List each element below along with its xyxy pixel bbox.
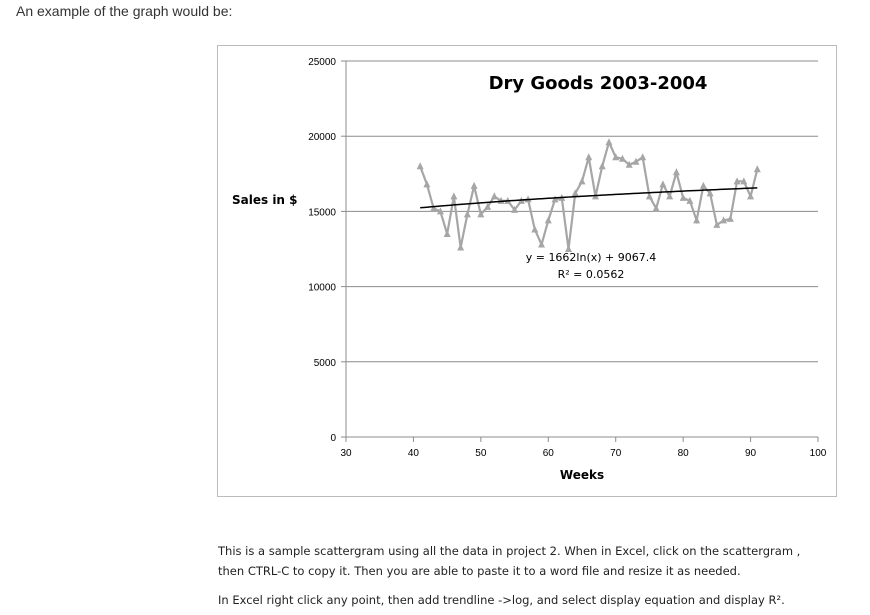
y-tick-label: 0 — [330, 433, 336, 444]
data-point — [605, 138, 613, 146]
data-point — [753, 165, 761, 173]
data-point — [578, 177, 586, 185]
data-point — [490, 192, 498, 200]
y-tick-label: 5000 — [314, 358, 337, 369]
data-point — [470, 181, 478, 189]
data-point — [571, 189, 579, 197]
x-axis-label: Weeks — [560, 468, 604, 482]
y-tick-label: 15000 — [308, 207, 336, 218]
data-point — [612, 153, 620, 161]
data-point — [457, 243, 465, 251]
x-tick-label: 70 — [610, 448, 622, 459]
data-point — [443, 229, 451, 237]
data-point — [544, 216, 552, 224]
data-point — [733, 177, 741, 185]
data-point — [659, 180, 667, 188]
x-tick-label: 50 — [475, 448, 487, 459]
data-point — [720, 216, 728, 224]
data-point — [726, 214, 734, 222]
data-point — [565, 245, 573, 252]
chart-svg: 0 5000 10000 15000 20000 25000 30 40 50 60 70 80 90 1… — [232, 57, 827, 482]
trendline-r2: R² = 0.0562 — [558, 268, 625, 281]
y-tick-label: 20000 — [308, 132, 336, 143]
data-point — [436, 207, 444, 215]
data-point — [538, 240, 546, 248]
chart[interactable]: 0 5000 10000 15000 20000 25000 30 40 50 60 70 80 90 1… — [217, 45, 837, 497]
data-point — [551, 195, 559, 203]
data-point — [740, 177, 748, 185]
data-point — [430, 204, 438, 212]
data-point — [598, 162, 606, 170]
chart-title: Dry Goods 2003-2004 — [489, 73, 708, 94]
note-line-1: This is a sample scattergram using all t… — [218, 544, 801, 558]
trendline — [420, 187, 758, 209]
data-point — [693, 216, 701, 224]
data-point — [699, 181, 707, 189]
data-point — [416, 162, 424, 170]
data-point — [625, 160, 633, 168]
data-point — [706, 189, 714, 197]
data-point — [666, 192, 674, 200]
note-line-2: then CTRL-C to copy it. Then you are abl… — [218, 564, 741, 578]
y-tick-label: 10000 — [308, 283, 336, 294]
data-point — [645, 192, 653, 200]
data-point — [484, 202, 492, 210]
data-point — [585, 153, 593, 161]
data-point — [747, 192, 755, 200]
data-point — [531, 225, 539, 233]
data-point — [450, 192, 458, 200]
data-point — [652, 204, 660, 212]
x-tick-label: 60 — [543, 448, 555, 459]
data-point — [618, 154, 626, 162]
x-tick-label: 80 — [678, 448, 690, 459]
data-point — [511, 205, 519, 213]
x-tick-label: 100 — [810, 448, 827, 459]
trendline-equation: y = 1662ln(x) + 9067.4 — [526, 251, 657, 264]
intro-text: An example of the graph would be: — [16, 3, 233, 19]
note-line-3: In Excel right click any point, then add… — [218, 593, 785, 607]
data-point — [423, 180, 431, 188]
data-point — [713, 220, 721, 228]
x-tick-label: 40 — [408, 448, 420, 459]
x-tick-label: 90 — [745, 448, 757, 459]
data-point — [639, 153, 647, 161]
y-axis-label: Sales in $ — [232, 193, 298, 207]
data-point — [632, 157, 640, 165]
data-point — [477, 210, 485, 218]
data-point — [679, 193, 687, 201]
data-point — [463, 210, 471, 218]
y-tick-label: 25000 — [308, 57, 336, 68]
data-point — [672, 168, 680, 176]
x-tick-label: 30 — [340, 448, 352, 459]
data-point — [686, 196, 694, 204]
